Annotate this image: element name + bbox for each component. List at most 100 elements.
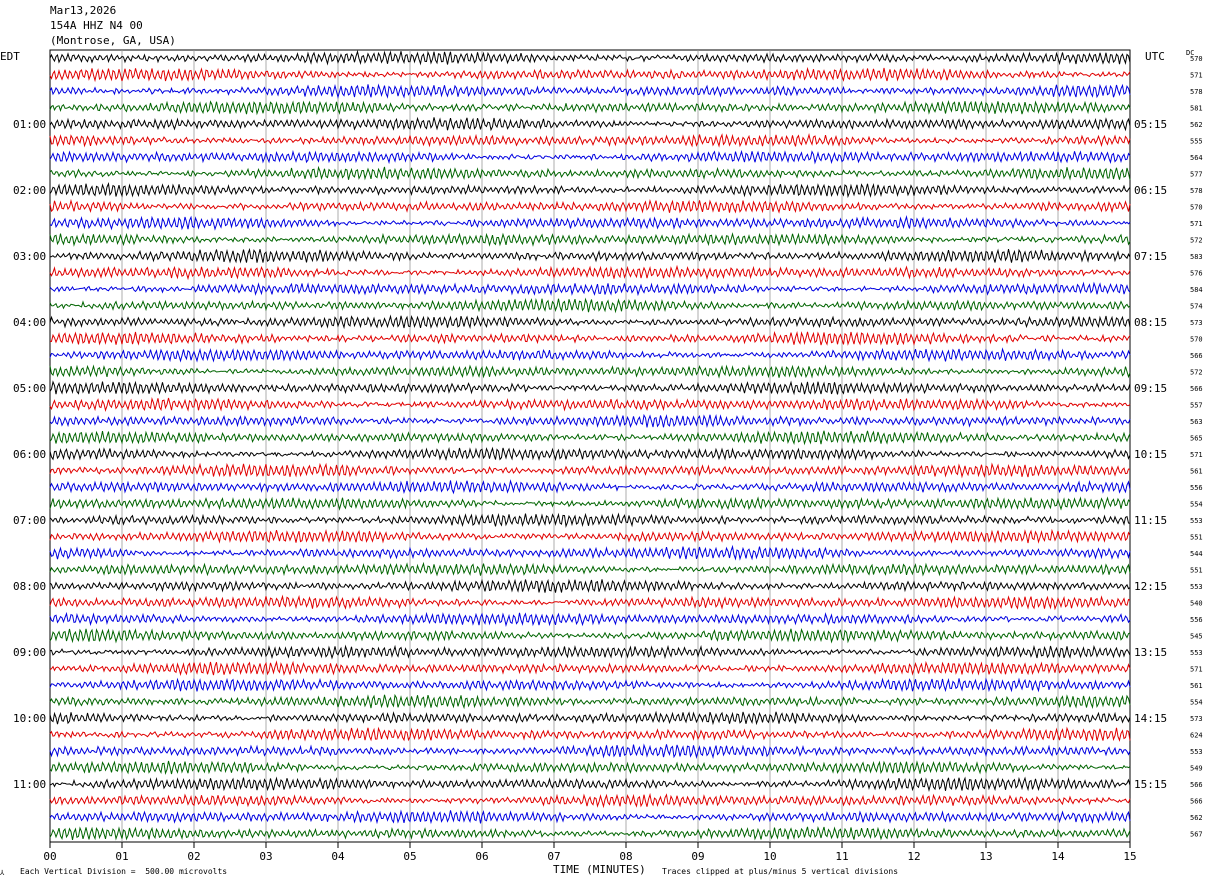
trace-25 bbox=[49, 446, 1131, 462]
dc-offset-label: 571 bbox=[1190, 451, 1203, 459]
dc-offset-label: 572 bbox=[1190, 369, 1203, 377]
edt-time-label: 03:00 bbox=[13, 250, 46, 263]
utc-axis-title: UTC bbox=[1145, 50, 1165, 63]
trace-12 bbox=[49, 232, 1131, 247]
dc-offset-label: 551 bbox=[1190, 534, 1203, 542]
x-tick-label: 03 bbox=[259, 850, 272, 863]
x-tick-label: 02 bbox=[187, 850, 200, 863]
edt-axis-title: EDT bbox=[0, 50, 20, 63]
x-tick-label: 12 bbox=[907, 850, 920, 863]
dc-offset-label: 545 bbox=[1190, 633, 1203, 641]
dc-offset-label: 561 bbox=[1190, 682, 1203, 690]
trace-21 bbox=[49, 380, 1131, 396]
dc-offset-label: 570 bbox=[1190, 55, 1203, 63]
dc-offset-label: 566 bbox=[1190, 798, 1203, 806]
x-tick-label: 01 bbox=[115, 850, 128, 863]
trace-5 bbox=[49, 116, 1131, 132]
edt-time-label: 10:00 bbox=[13, 712, 46, 725]
dc-offset-label: 583 bbox=[1190, 253, 1203, 261]
edt-time-label: 04:00 bbox=[13, 316, 46, 329]
edt-time-label: 07:00 bbox=[13, 514, 46, 527]
dc-offset-label: 556 bbox=[1190, 616, 1203, 624]
dc-offset-label: 566 bbox=[1190, 352, 1203, 360]
dc-offset-label: 555 bbox=[1190, 138, 1203, 146]
trace-22 bbox=[49, 396, 1131, 412]
trace-17 bbox=[49, 314, 1131, 330]
x-tick-label: 04 bbox=[331, 850, 345, 863]
dc-offset-label: 578 bbox=[1190, 187, 1203, 195]
trace-37 bbox=[49, 644, 1131, 660]
trace-13 bbox=[49, 247, 1131, 264]
x-tick-label: 10 bbox=[763, 850, 776, 863]
trace-4 bbox=[49, 99, 1131, 116]
dc-offset-label: 570 bbox=[1190, 336, 1203, 344]
trace-1 bbox=[49, 49, 1131, 66]
trace-15 bbox=[49, 281, 1131, 297]
ucb-logo-mark: ⅄ bbox=[0, 869, 5, 877]
trace-41 bbox=[49, 710, 1131, 726]
dc-offset-label: 553 bbox=[1190, 748, 1203, 756]
trace-24 bbox=[49, 430, 1131, 446]
station-label: 154A HHZ N4 00 bbox=[50, 19, 143, 32]
dc-offset-label: 571 bbox=[1190, 220, 1203, 228]
trace-39 bbox=[49, 677, 1131, 693]
trace-29 bbox=[49, 512, 1131, 529]
utc-time-label: 13:15 bbox=[1134, 646, 1167, 659]
trace-8 bbox=[49, 165, 1131, 181]
trace-33 bbox=[49, 578, 1131, 593]
trace-9 bbox=[49, 182, 1131, 199]
scale-note: Each Vertical Division = 500.00 microvol… bbox=[20, 867, 228, 876]
dc-offset-label: 561 bbox=[1190, 468, 1203, 476]
trace-23 bbox=[49, 413, 1131, 428]
trace-40 bbox=[49, 693, 1131, 710]
trace-35 bbox=[49, 611, 1131, 628]
trace-47 bbox=[49, 809, 1131, 825]
dc-offset-label: 571 bbox=[1190, 72, 1203, 80]
dc-offset-label: 624 bbox=[1190, 732, 1203, 740]
date-label: Mar13,2026 bbox=[50, 4, 117, 17]
x-tick-label: 09 bbox=[691, 850, 704, 863]
edt-time-label: 11:00 bbox=[13, 778, 46, 791]
dc-offset-label: 553 bbox=[1190, 517, 1203, 525]
x-tick-label: 14 bbox=[1051, 850, 1065, 863]
dc-offset-label: 566 bbox=[1190, 781, 1203, 789]
dc-offset-label: 557 bbox=[1190, 402, 1203, 410]
utc-time-label: 14:15 bbox=[1134, 712, 1167, 725]
x-tick-label: 05 bbox=[403, 850, 416, 863]
dc-offset-label: 567 bbox=[1190, 831, 1203, 839]
x-tick-label: 08 bbox=[619, 850, 632, 863]
dc-offset-label: 553 bbox=[1190, 649, 1203, 657]
dc-offset-label: 562 bbox=[1190, 814, 1203, 822]
dc-offset-label: 565 bbox=[1190, 435, 1203, 443]
trace-43 bbox=[49, 743, 1131, 760]
trace-31 bbox=[49, 544, 1131, 561]
trace-27 bbox=[49, 479, 1131, 495]
utc-time-label: 15:15 bbox=[1134, 778, 1167, 791]
dc-offset-label: 576 bbox=[1190, 270, 1203, 278]
dc-offset-label: 540 bbox=[1190, 600, 1203, 608]
dc-offset-label: 563 bbox=[1190, 418, 1203, 426]
trace-28 bbox=[49, 496, 1131, 511]
trace-20 bbox=[49, 364, 1131, 379]
trace-30 bbox=[49, 528, 1131, 544]
dc-offset-label: 556 bbox=[1190, 484, 1203, 492]
dc-offset-label: 570 bbox=[1190, 204, 1203, 212]
dc-offset-label: 573 bbox=[1190, 715, 1203, 723]
dc-offset-label: 574 bbox=[1190, 303, 1203, 311]
utc-time-label: 06:15 bbox=[1134, 184, 1167, 197]
trace-38 bbox=[49, 660, 1131, 677]
utc-time-label: 05:15 bbox=[1134, 118, 1167, 131]
trace-10 bbox=[49, 198, 1131, 214]
trace-44 bbox=[49, 760, 1131, 775]
location-label: (Montrose, GA, USA) bbox=[50, 34, 176, 47]
trace-7 bbox=[49, 149, 1131, 165]
trace-18 bbox=[49, 330, 1131, 346]
x-tick-label: 15 bbox=[1123, 850, 1136, 863]
dc-offset-label: 564 bbox=[1190, 154, 1203, 162]
dc-offset-label: 581 bbox=[1190, 105, 1203, 113]
dc-title: DC bbox=[1186, 49, 1195, 57]
trace-45 bbox=[49, 776, 1131, 792]
trace-16 bbox=[49, 297, 1131, 314]
x-tick-label: 00 bbox=[43, 850, 56, 863]
x-tick-label: 07 bbox=[547, 850, 560, 863]
